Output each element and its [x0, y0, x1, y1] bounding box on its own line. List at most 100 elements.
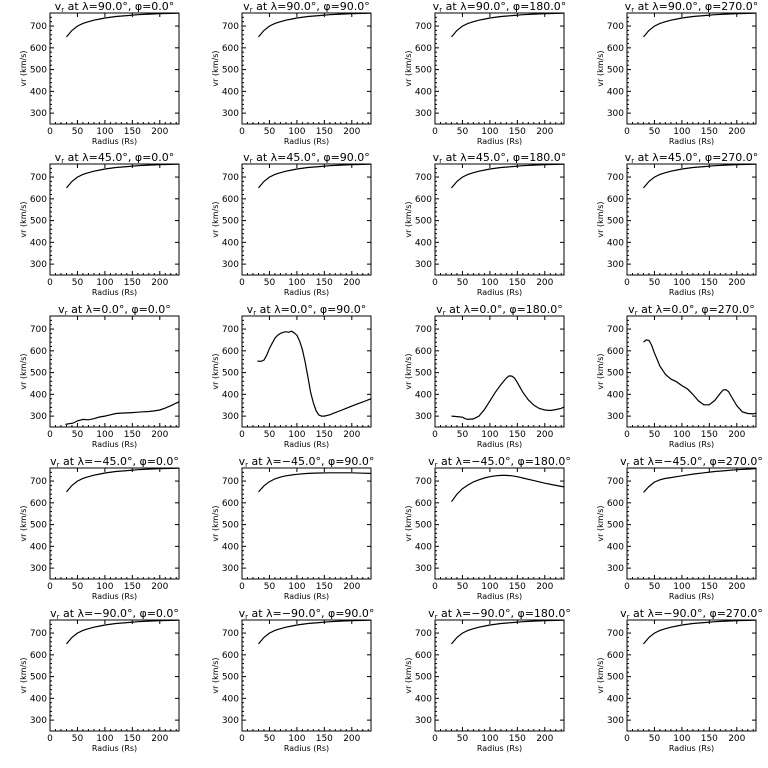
- series-line: [258, 163, 372, 189]
- x-tick-label: 100: [673, 734, 690, 744]
- panel-7: vr at λ=45.0°, φ=180.0° 0 50 100 150 200 300 40…: [404, 151, 566, 297]
- x-axis-label: Radius (Rs): [284, 137, 329, 146]
- y-tick-label: 700: [415, 629, 432, 639]
- y-tick-label: 300: [30, 716, 47, 726]
- series-line: [451, 619, 565, 645]
- x-axis-label: Radius (Rs): [284, 440, 329, 449]
- x-tick-label: 100: [96, 278, 113, 288]
- plot-frame: [626, 163, 757, 276]
- y-axis-label: vr (km/s): [211, 353, 220, 389]
- y-tick-label: 300: [30, 260, 47, 270]
- x-tick-label: 0: [47, 734, 53, 744]
- x-axis-label: Radius (Rs): [669, 744, 714, 753]
- panel-12: vr at λ=0.0°, φ=270.0° 0 50 100 150 200 300 400…: [596, 303, 757, 449]
- x-tick-label: 50: [457, 127, 469, 137]
- panel-17: vr at λ=−90.0°, φ=0.0° 0 50 100 150 200 300 400…: [19, 607, 180, 753]
- series-line: [643, 619, 757, 645]
- panel-13: vr at λ=−45.0°, φ=0.0° 0 50 100 150 200 300 400…: [19, 455, 180, 601]
- x-tick-label: 50: [649, 278, 661, 288]
- x-tick-label: 50: [649, 127, 661, 137]
- y-tick-label: 500: [30, 66, 47, 76]
- plot-frame: [241, 467, 372, 580]
- y-axis-label: vr (km/s): [596, 201, 605, 237]
- x-tick-label: 200: [536, 278, 553, 288]
- y-tick-label: 500: [30, 369, 47, 379]
- panel-8: vr at λ=45.0°, φ=270.0° 0 50 100 150 200 300 40…: [596, 151, 758, 297]
- panel-title: vr at λ=−45.0°, φ=180.0°: [428, 455, 571, 469]
- series-line: [258, 619, 372, 645]
- x-tick-label: 0: [432, 278, 438, 288]
- y-tick-label: 400: [415, 390, 432, 400]
- y-tick-label: 400: [415, 542, 432, 552]
- y-tick-label: 600: [607, 651, 624, 661]
- x-tick-label: 200: [343, 127, 360, 137]
- x-tick-label: 150: [509, 734, 526, 744]
- y-tick-label: 400: [30, 390, 47, 400]
- x-tick-label: 0: [239, 582, 245, 592]
- x-tick-label: 200: [536, 127, 553, 137]
- plot-frame: [626, 315, 757, 428]
- x-tick-label: 150: [509, 430, 526, 440]
- x-tick-label: 150: [124, 278, 141, 288]
- x-tick-label: 100: [673, 582, 690, 592]
- x-tick-label: 100: [288, 278, 305, 288]
- x-tick-label: 0: [47, 278, 53, 288]
- y-tick-label: 400: [222, 694, 239, 704]
- y-tick-label: 300: [30, 564, 47, 574]
- y-axis-label: vr (km/s): [404, 201, 413, 237]
- x-tick-label: 200: [536, 582, 553, 592]
- series-line: [451, 163, 565, 189]
- x-tick-label: 100: [96, 582, 113, 592]
- series-line: [66, 163, 180, 189]
- plot-frame: [434, 467, 565, 580]
- panel-6: vr at λ=45.0°, φ=90.0° 0 50 100 150 200 300 400…: [211, 151, 372, 297]
- panel-title: vr at λ=45.0°, φ=0.0°: [55, 151, 175, 165]
- y-tick-label: 500: [30, 521, 47, 531]
- series-line: [65, 401, 180, 425]
- series-line: [66, 619, 180, 645]
- x-tick-label: 0: [47, 127, 53, 137]
- y-tick-label: 500: [30, 217, 47, 227]
- x-tick-label: 200: [536, 430, 553, 440]
- y-tick-label: 500: [222, 217, 239, 227]
- y-tick-label: 400: [30, 238, 47, 248]
- y-tick-label: 700: [607, 629, 624, 639]
- plot-frame: [49, 467, 180, 580]
- y-tick-label: 500: [607, 217, 624, 227]
- x-tick-label: 200: [151, 127, 168, 137]
- y-tick-label: 400: [30, 87, 47, 97]
- y-axis-label: vr (km/s): [19, 50, 28, 86]
- y-tick-label: 700: [30, 629, 47, 639]
- x-axis-label: Radius (Rs): [92, 744, 137, 753]
- x-tick-label: 0: [432, 734, 438, 744]
- x-tick-label: 200: [728, 127, 745, 137]
- series-line: [643, 163, 757, 189]
- y-tick-label: 300: [415, 564, 432, 574]
- x-tick-label: 50: [457, 430, 469, 440]
- y-tick-label: 500: [30, 673, 47, 683]
- x-tick-label: 100: [481, 278, 498, 288]
- y-tick-label: 700: [607, 173, 624, 183]
- y-tick-label: 500: [415, 673, 432, 683]
- y-tick-label: 700: [30, 22, 47, 32]
- panel-title: vr at λ=0.0°, φ=90.0°: [247, 303, 367, 317]
- x-tick-label: 0: [239, 430, 245, 440]
- y-tick-label: 300: [607, 564, 624, 574]
- panel-11: vr at λ=0.0°, φ=180.0° 0 50 100 150 200 300 400…: [404, 303, 565, 449]
- panel-title: vr at λ=−45.0°, φ=0.0°: [50, 455, 179, 469]
- y-tick-label: 500: [222, 673, 239, 683]
- y-tick-label: 600: [415, 195, 432, 205]
- y-tick-label: 300: [222, 564, 239, 574]
- y-tick-label: 300: [30, 412, 47, 422]
- y-tick-label: 400: [415, 694, 432, 704]
- y-tick-label: 400: [222, 238, 239, 248]
- panel-title: vr at λ=−45.0°, φ=270.0°: [620, 455, 763, 469]
- y-tick-label: 400: [222, 87, 239, 97]
- y-tick-label: 700: [30, 325, 47, 335]
- y-tick-label: 600: [30, 499, 47, 509]
- panel-14: vr at λ=−45.0°, φ=90.0° 0 50 100 150 200 300 40…: [211, 455, 374, 601]
- x-tick-label: 200: [728, 582, 745, 592]
- panel-title: vr at λ=−90.0°, φ=270.0°: [620, 607, 763, 621]
- x-tick-label: 50: [72, 127, 84, 137]
- y-tick-label: 700: [607, 22, 624, 32]
